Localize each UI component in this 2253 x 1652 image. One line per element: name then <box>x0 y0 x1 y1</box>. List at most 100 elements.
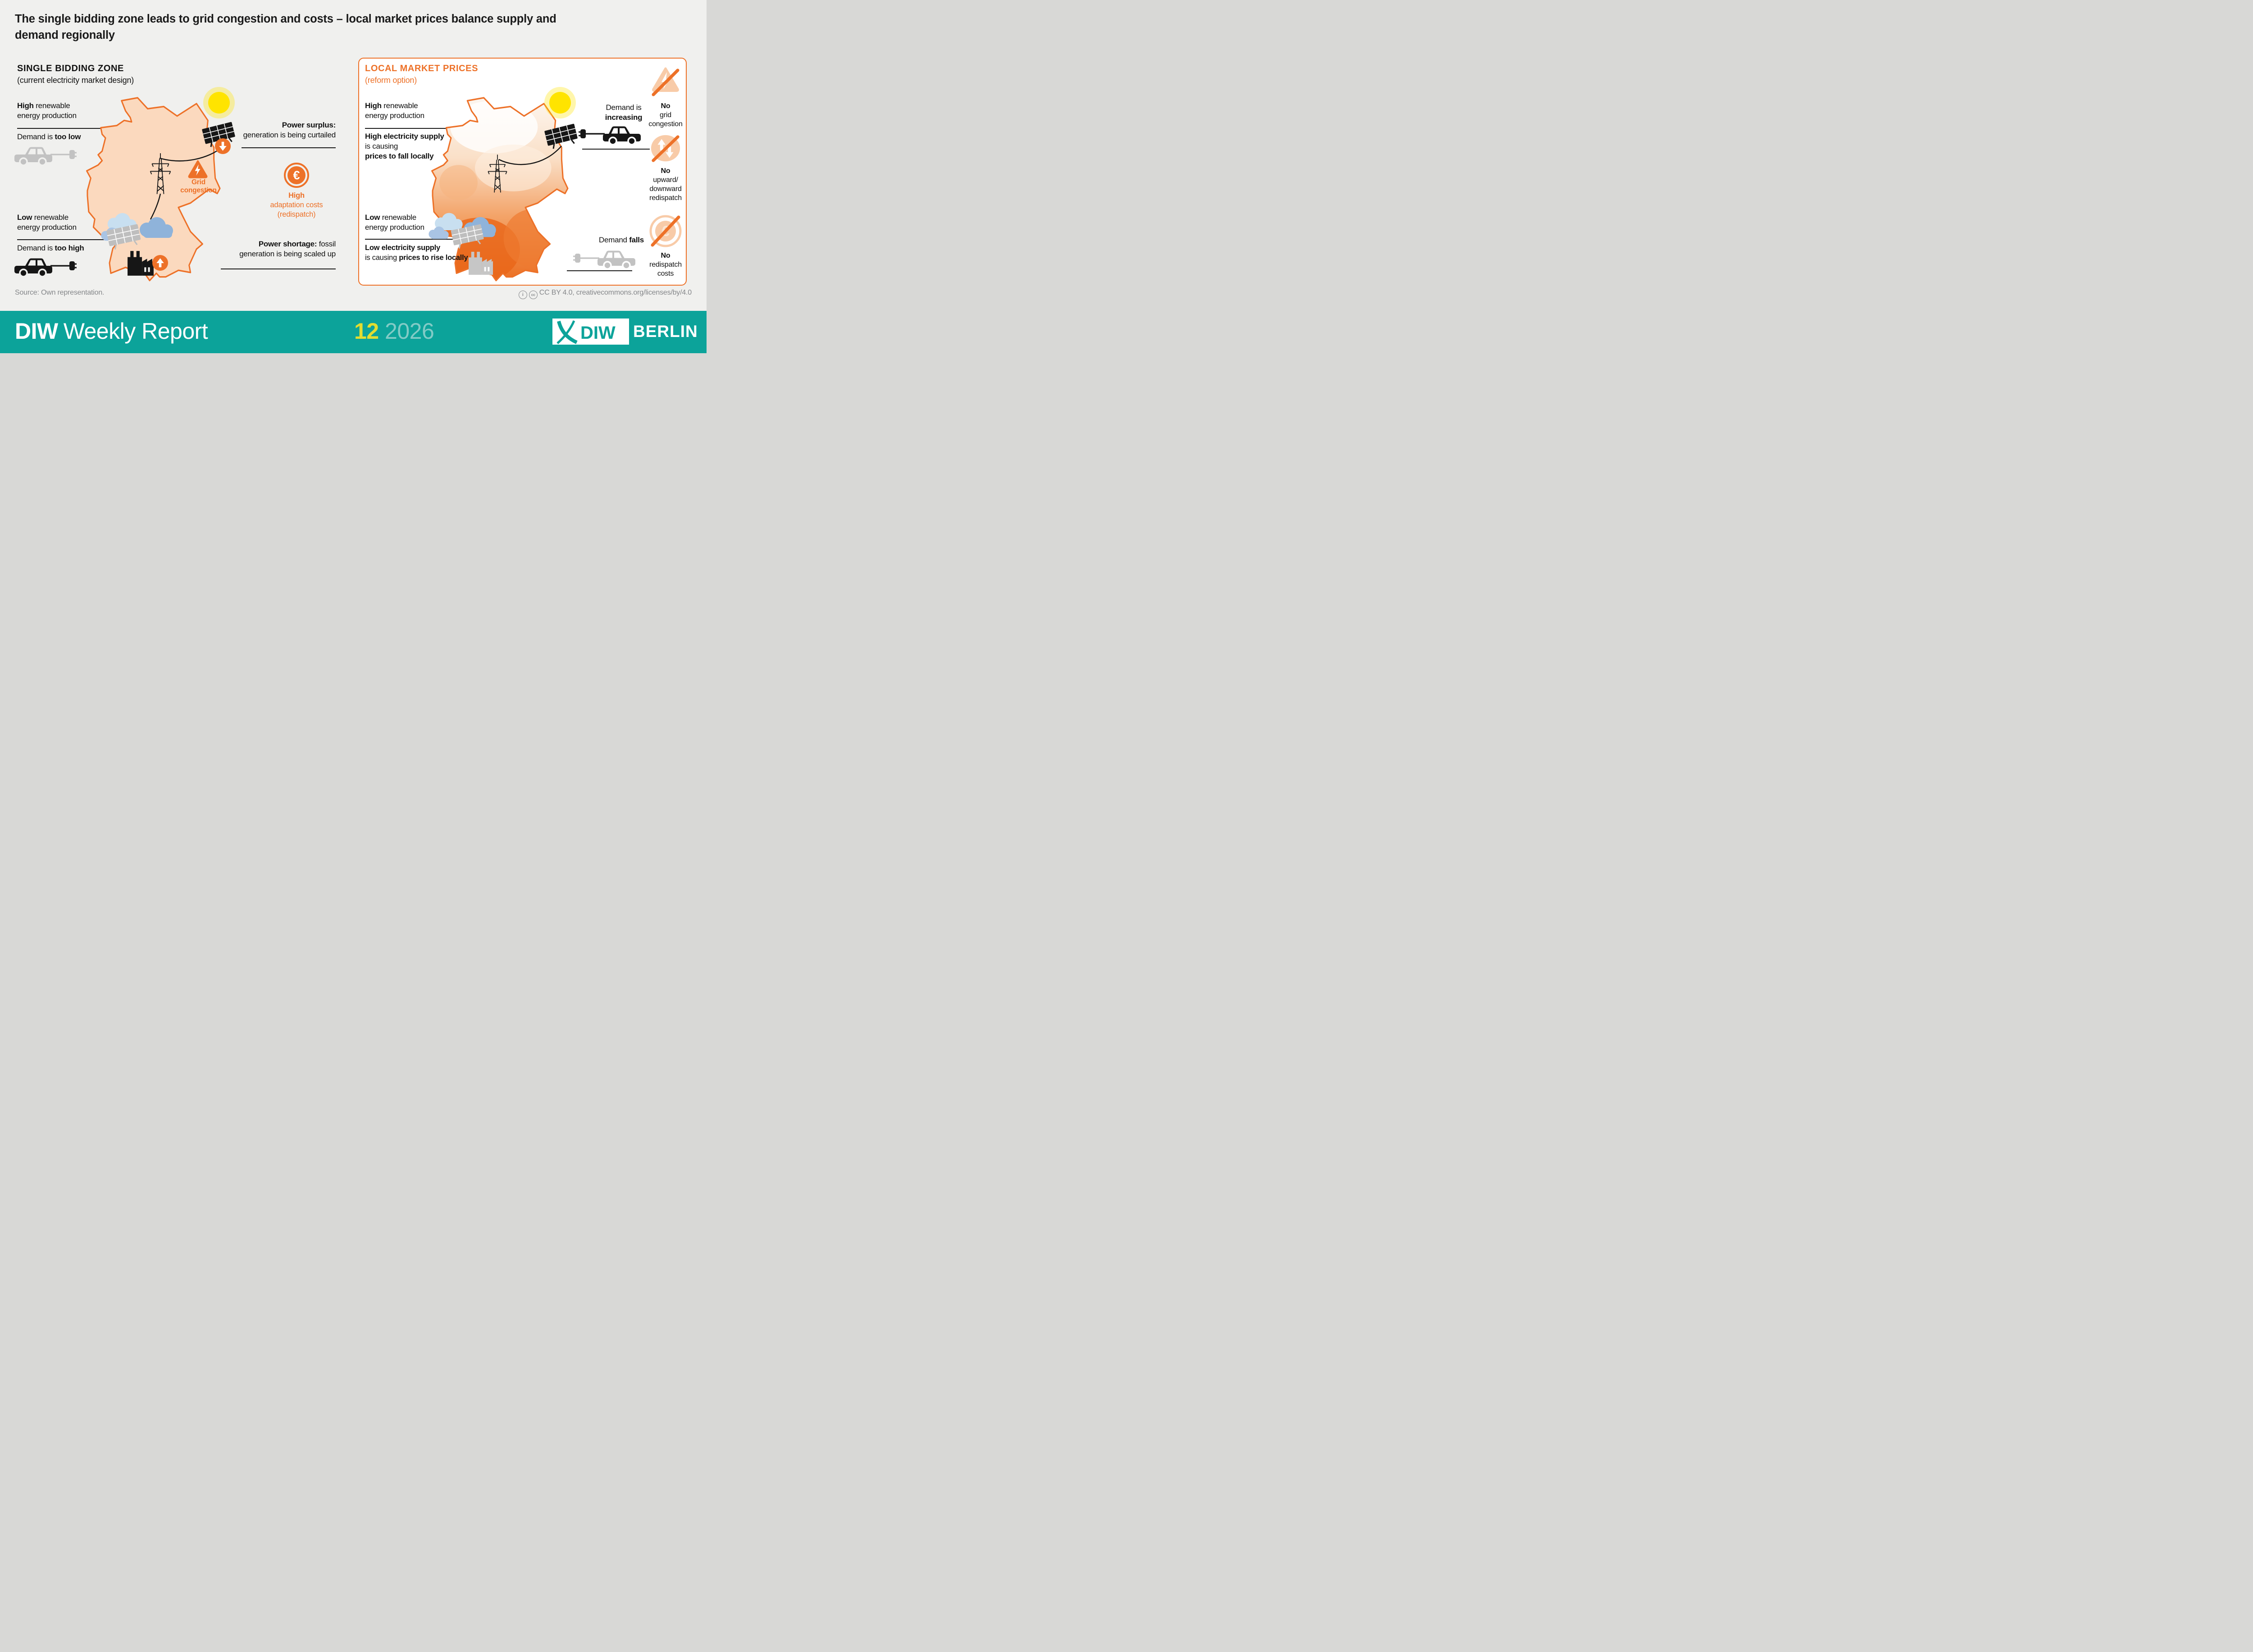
annotation-high-renewable: High renewable energy production <box>17 101 116 120</box>
annotation-demand-too-high: Demand is too high <box>17 243 84 253</box>
annotation-text: Demand is <box>17 244 55 252</box>
no-grid-congestion-icon <box>652 67 680 96</box>
cloud-icon <box>140 217 173 238</box>
annotation-text: energy production <box>365 111 424 120</box>
arrow-up-icon <box>152 255 168 271</box>
issue-year: 12 2026 <box>354 318 434 344</box>
annotation-bold: High <box>365 101 382 110</box>
annotation-text: generation is being curtailed <box>243 130 336 139</box>
annotation-power-shortage: Power shortage: fossil generation is bei… <box>221 239 336 259</box>
connector-line <box>242 147 336 148</box>
license-note: i cc CC BY 4.0, creativecommons.org/licens… <box>460 289 692 299</box>
annotation-bold: Power surplus: <box>282 121 336 129</box>
info-icon: i <box>518 291 527 299</box>
cloud-icon <box>429 226 449 239</box>
benefit-text: redispatch <box>649 194 682 202</box>
connector-line <box>365 239 455 240</box>
factory-icon <box>128 251 154 276</box>
annotation-text: Demand is <box>606 103 642 112</box>
annotation-text: fossil <box>317 240 336 248</box>
annotation-demand-too-low: Demand is too low <box>17 132 81 142</box>
connector-line <box>567 270 632 271</box>
solar-panel-idle-icon <box>451 224 484 249</box>
annotation-high-renewable-right: High renewable energy production <box>365 101 464 120</box>
annotation-high-supply: High electricity supply is causing price… <box>365 132 469 161</box>
benefit-text: downward <box>649 185 682 193</box>
annotation-text: Demand is <box>17 132 55 141</box>
ev-car-charging-icon <box>579 126 641 145</box>
annotation-bold: Low <box>17 213 32 222</box>
right-panel-heading: LOCAL MARKET PRICES <box>365 64 479 73</box>
annotation-text: renewable <box>381 101 418 110</box>
sun-icon <box>549 92 571 114</box>
benefit-no-grid-congestion: No grid congestion <box>643 102 688 129</box>
benefit-no-redispatch: No upward/ downward redispatch <box>643 167 688 203</box>
right-panel-subheading: (reform option) <box>365 76 417 85</box>
annotation-low-supply: Low electricity supply is causing prices… <box>365 243 482 263</box>
annotation-bold: increasing <box>605 113 643 122</box>
annotation-text: adaptation costs <box>270 201 323 209</box>
connector-line <box>365 128 473 129</box>
brand-weekly-report: Weekly Report <box>63 319 208 344</box>
annotation-low-renewable-right: Low renewable energy production <box>365 213 464 232</box>
annotation-text: energy production <box>17 223 77 232</box>
solar-panel-icon <box>544 123 578 149</box>
benefit-text: costs <box>657 270 674 278</box>
brand-diw: DIW <box>15 319 58 344</box>
logo-berlin-text: BERLIN <box>633 322 698 341</box>
annotation-text: energy production <box>17 111 77 120</box>
benefit-text: No <box>661 167 670 175</box>
annotation-adaptation-costs: High adaptation costs (redispatch) <box>258 191 335 219</box>
annotation-text: renewable <box>380 213 416 222</box>
solar-panel-idle-icon <box>106 224 141 250</box>
page-title-line1: The single bidding zone leads to grid co… <box>15 13 556 25</box>
connector-line <box>17 239 119 240</box>
annotation-text: renewable <box>33 101 70 110</box>
infographic-canvas: The single bidding zone leads to grid co… <box>0 0 707 353</box>
power-line-curve <box>498 146 562 165</box>
ev-car-unplugged-gray-icon <box>14 147 77 166</box>
diw-logo-mark: DIW <box>552 319 629 345</box>
annotation-text: energy production <box>365 223 424 232</box>
annotation-bold: High electricity supply <box>365 132 444 141</box>
solar-panel-icon <box>202 122 235 147</box>
annotation-text: renewable <box>32 213 68 222</box>
ev-car-unplugged-gray-icon <box>573 250 635 269</box>
no-redispatch-arrows-icon <box>651 135 680 162</box>
annotation-bold: Low electricity supply <box>365 244 440 252</box>
benefit-text: No <box>661 102 670 110</box>
issue-year-number: 2026 <box>385 319 434 344</box>
annotation-bold: prices to rise locally <box>399 254 468 262</box>
factory-idle-icon <box>469 251 493 275</box>
benefit-text: grid <box>660 111 671 119</box>
connector-line <box>582 149 650 150</box>
source-note: Source: Own representation. <box>15 289 105 296</box>
annotation-demand-falls: Demand falls <box>597 235 646 245</box>
annotation-power-surplus: Power surplus: generation is being curta… <box>228 120 336 140</box>
benefit-no-redispatch-costs: No redispatch costs <box>643 251 688 278</box>
no-redispatch-costs-icon: € <box>649 215 682 247</box>
benefit-text: upward/ <box>653 176 678 184</box>
annotation-bold: High <box>17 101 34 110</box>
annotation-text: is causing <box>365 254 399 262</box>
arrow-down-icon <box>215 138 231 154</box>
annotation-bold: falls <box>629 236 644 244</box>
annotation-bold: too low <box>55 132 81 141</box>
cc-icon: cc <box>529 290 538 299</box>
grid-congestion-label: Grid congestion <box>180 178 217 194</box>
benefit-text: congestion <box>648 120 683 128</box>
page-title-line2: demand regionally <box>15 29 115 41</box>
annotation-demand-increasing: Demand is increasing <box>597 103 651 122</box>
annotation-low-renewable: Low renewable energy production <box>17 213 116 232</box>
annotation-text: (redispatch) <box>277 210 316 218</box>
ev-car-unplugged-black-icon <box>14 258 77 277</box>
cloud-icon <box>435 213 463 230</box>
svg-text:DIW: DIW <box>580 323 616 343</box>
license-text: CC BY 4.0, creativecommons.org/licenses/… <box>539 289 692 296</box>
footer-bar: DIW Weekly Report 12 2026 DIW BERLIN <box>0 311 707 353</box>
left-panel-subheading: (current electricity market design) <box>17 76 134 85</box>
benefit-text: redispatch <box>649 261 682 269</box>
euro-icon: € <box>284 163 309 188</box>
annotation-text: generation is being scaled up <box>239 249 336 258</box>
annotation-bold: Power shortage: <box>258 240 317 248</box>
